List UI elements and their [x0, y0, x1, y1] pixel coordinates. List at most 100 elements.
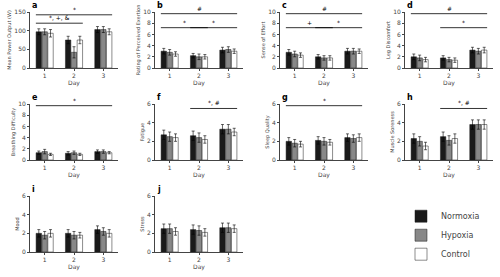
svg-text:3: 3	[226, 72, 230, 79]
svg-text:Control: Control	[441, 250, 470, 259]
svg-text:Day: Day	[318, 79, 330, 87]
svg-text:2: 2	[147, 229, 151, 236]
svg-text:0: 0	[397, 156, 401, 163]
svg-text:6: 6	[147, 192, 151, 199]
svg-text:8: 8	[22, 111, 26, 118]
svg-text:Leg Discomfort: Leg Discomfort	[385, 21, 392, 59]
svg-text:2: 2	[272, 137, 276, 144]
svg-text:b: b	[157, 1, 163, 10]
svg-text:150: 150	[14, 8, 26, 15]
svg-text:1: 1	[293, 72, 297, 79]
svg-text:2: 2	[397, 137, 401, 144]
svg-text:Stress: Stress	[139, 216, 145, 232]
svg-text:2: 2	[22, 145, 26, 152]
svg-text:100: 100	[14, 27, 26, 34]
svg-text:*: *	[323, 97, 326, 104]
svg-text:2: 2	[147, 137, 151, 144]
svg-text:*: *	[73, 97, 76, 104]
svg-text:2: 2	[197, 72, 201, 79]
svg-text:#: #	[447, 5, 452, 12]
svg-text:Day: Day	[193, 79, 205, 87]
svg-text:Day: Day	[68, 171, 80, 179]
svg-text:j: j	[157, 185, 161, 194]
svg-text:2: 2	[447, 72, 451, 79]
svg-text:Sense of Effort: Sense of Effort	[260, 22, 266, 59]
svg-text:2: 2	[397, 53, 401, 60]
svg-text:Muscle Soreness: Muscle Soreness	[389, 111, 395, 153]
svg-text:0: 0	[397, 64, 401, 71]
svg-text:Day: Day	[193, 171, 205, 179]
svg-text:#: #	[197, 5, 202, 12]
svg-text:6: 6	[22, 192, 26, 199]
svg-text:Day: Day	[318, 171, 330, 179]
svg-text:4: 4	[397, 119, 401, 126]
svg-text:Hypoxia: Hypoxia	[441, 231, 473, 240]
svg-text:0: 0	[147, 156, 151, 163]
svg-text:*: *	[337, 19, 340, 26]
svg-text:Mean Power Output (W): Mean Power Output (W)	[6, 10, 13, 70]
svg-text:3: 3	[226, 164, 230, 171]
svg-text:*: *	[183, 19, 186, 26]
svg-text:*, #: *, #	[458, 99, 470, 106]
svg-text:3: 3	[476, 164, 480, 171]
svg-text:1: 1	[418, 164, 422, 171]
svg-text:h: h	[407, 93, 413, 102]
svg-text:10: 10	[18, 100, 26, 107]
svg-text:Fatigue: Fatigue	[139, 123, 146, 141]
svg-text:2: 2	[447, 164, 451, 171]
svg-text:6: 6	[272, 100, 276, 107]
svg-text:1: 1	[168, 256, 172, 263]
svg-text:+: +	[307, 19, 312, 26]
svg-text:g: g	[282, 93, 288, 102]
svg-text:6: 6	[272, 31, 276, 38]
svg-text:6: 6	[147, 31, 151, 38]
svg-text:3: 3	[476, 72, 480, 79]
svg-text:1: 1	[418, 72, 422, 79]
svg-text:d: d	[407, 1, 413, 10]
svg-text:3: 3	[101, 256, 105, 263]
svg-text:0: 0	[22, 248, 26, 255]
svg-text:4: 4	[22, 211, 26, 218]
svg-text:2: 2	[72, 164, 76, 171]
svg-text:c: c	[282, 1, 287, 10]
svg-text:4: 4	[22, 134, 26, 141]
svg-text:10: 10	[268, 8, 276, 15]
svg-text:2: 2	[147, 53, 151, 60]
svg-text:8: 8	[147, 19, 151, 26]
svg-text:*: *	[462, 19, 465, 26]
svg-text:2: 2	[72, 72, 76, 79]
svg-text:4: 4	[272, 42, 276, 49]
svg-text:0: 0	[147, 248, 151, 255]
svg-text:Day: Day	[68, 79, 80, 87]
svg-text:50: 50	[18, 45, 26, 52]
svg-text:3: 3	[351, 164, 355, 171]
svg-text:6: 6	[397, 31, 401, 38]
svg-text:0: 0	[22, 156, 26, 163]
svg-text:Day: Day	[443, 171, 455, 179]
svg-text:2: 2	[22, 229, 26, 236]
svg-text:Day: Day	[68, 263, 80, 271]
svg-text:Sleep Quality: Sleep Quality	[264, 115, 271, 148]
svg-text:4: 4	[147, 119, 151, 126]
svg-text:6: 6	[397, 100, 401, 107]
svg-text:1: 1	[293, 164, 297, 171]
svg-text:Normoxia: Normoxia	[441, 212, 479, 221]
svg-text:6: 6	[22, 123, 26, 130]
svg-text:Mood: Mood	[14, 217, 20, 231]
svg-text:2: 2	[272, 53, 276, 60]
svg-text:2: 2	[72, 256, 76, 263]
svg-text:*, +, &: *, +, &	[49, 14, 70, 21]
svg-text:2: 2	[322, 164, 326, 171]
svg-text:4: 4	[397, 42, 401, 49]
svg-text:2: 2	[197, 256, 201, 263]
svg-text:e: e	[32, 93, 38, 102]
svg-text:*, #: *, #	[208, 99, 220, 106]
svg-text:2: 2	[197, 164, 201, 171]
svg-text:3: 3	[226, 256, 230, 263]
svg-text:10: 10	[393, 8, 401, 15]
svg-text:Rating of Perceived Exertion: Rating of Perceived Exertion	[135, 5, 142, 76]
svg-text:6: 6	[147, 100, 151, 107]
svg-text:1: 1	[43, 164, 47, 171]
svg-text:10: 10	[143, 8, 151, 15]
svg-text:i: i	[32, 185, 35, 194]
